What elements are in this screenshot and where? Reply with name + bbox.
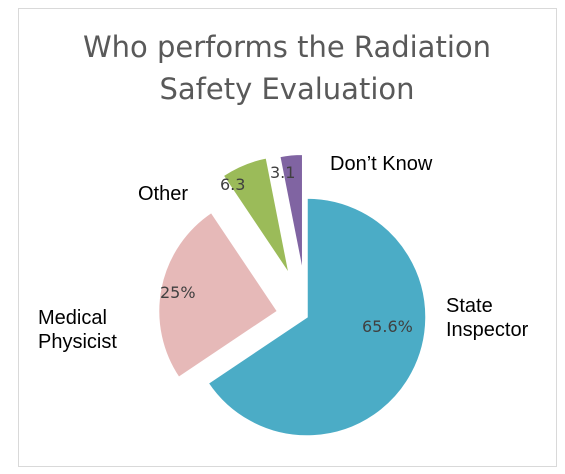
category-label: Medical Physicist — [38, 307, 117, 353]
category-label: State Inspector — [446, 295, 529, 341]
pie-slice — [278, 153, 304, 274]
data-label: 3.1 — [270, 163, 296, 182]
pie-slice — [157, 211, 279, 379]
data-label: 25% — [160, 283, 196, 302]
category-label: Don’t Know — [330, 153, 433, 175]
data-label: 6.3 — [220, 175, 246, 194]
pie-slice — [207, 197, 427, 437]
pie-slice — [222, 156, 291, 275]
category-label: Other — [138, 183, 189, 205]
chart-title: Who performs the Radiation Safety Evalua… — [82, 30, 491, 106]
data-label: 65.6% — [362, 317, 413, 336]
